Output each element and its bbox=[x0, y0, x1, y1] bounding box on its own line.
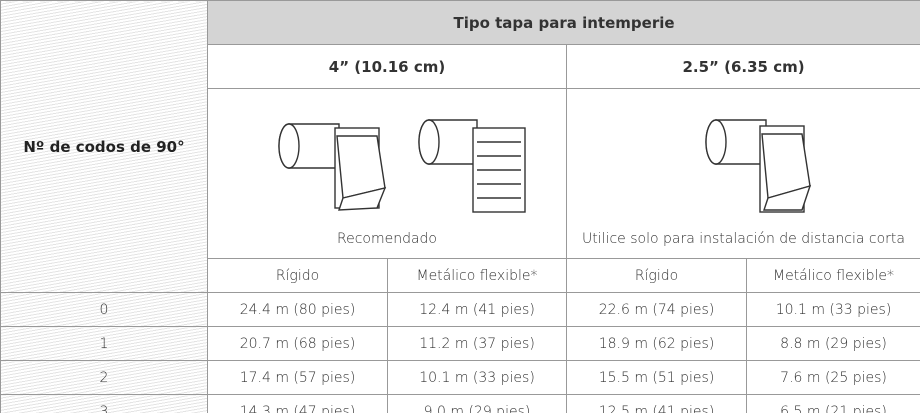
distance: 20.7 m (68 pies) bbox=[207, 326, 388, 361]
elbow-count: 3 bbox=[0, 394, 208, 413]
distance: 17.4 m (57 pies) bbox=[207, 360, 388, 395]
distance: 10.1 m (33 pies) bbox=[387, 360, 567, 395]
distance: 7.6 m (25 pies) bbox=[745, 360, 920, 395]
column-header-row: Rígido Metálico flexible* Rígido Metálico f… bbox=[1, 258, 920, 293]
distance: 15.5 m (51 pies) bbox=[566, 360, 747, 395]
data-row: 1 20.7 m (68 pies) 11.2 m (37 pies) 18.9 m … bbox=[0, 326, 920, 361]
distance: 8.8 m (29 pies) bbox=[745, 326, 920, 361]
image-cell: Recomendado bbox=[207, 88, 567, 259]
distance: 9.0 m (29 pies) bbox=[387, 394, 567, 413]
table-title: Tipo tapa para intemperie bbox=[206, 0, 920, 45]
distance: 22.6 m (74 pies) bbox=[566, 292, 747, 327]
distance: 14.3 m (47 pies) bbox=[207, 394, 388, 413]
distance: 11.2 m (37 pies) bbox=[387, 326, 567, 361]
distance: 12.5 m (41 pies) bbox=[566, 394, 747, 413]
size-header: 2.5” (6.35 cm) bbox=[565, 44, 920, 89]
column-header: Metálico flexible* bbox=[745, 258, 920, 293]
data-row: 3 14.3 m (47 pies) 9.0 m (29 pies) 12.5 m (… bbox=[0, 394, 920, 413]
column-header: Rígido bbox=[566, 258, 747, 293]
elbow-count: 1 bbox=[0, 326, 208, 361]
image-cell: Utilice solo para instalación de distanc… bbox=[565, 88, 920, 259]
row-header: Nº de codos de 90° bbox=[0, 0, 208, 293]
data-row: 0 24.4 m (80 pies) 12.4 m (41 pies) 22.6 m … bbox=[0, 292, 920, 327]
data-row: 2 17.4 m (57 pies) 10.1 m (33 pies) 15.5 m … bbox=[0, 360, 920, 395]
distance: 12.4 m (41 pies) bbox=[387, 292, 567, 327]
size-header: 4” (10.16 cm) bbox=[207, 44, 567, 89]
distance: 18.9 m (62 pies) bbox=[566, 326, 747, 361]
column-header: Metálico flexible* bbox=[387, 258, 567, 293]
caption: Utilice solo para instalación de distanc… bbox=[582, 231, 905, 247]
vent-icons bbox=[278, 119, 526, 213]
caption: Recomendado bbox=[336, 231, 438, 247]
vent-icon bbox=[704, 119, 811, 213]
elbow-count: 2 bbox=[0, 360, 208, 395]
distance: 10.1 m (33 pies) bbox=[745, 292, 920, 327]
distance: 24.4 m (80 pies) bbox=[207, 292, 388, 327]
elbow-count: 0 bbox=[0, 292, 208, 327]
distance: 6.5 m (21 pies) bbox=[745, 394, 920, 413]
column-header: Rígido bbox=[207, 258, 388, 293]
